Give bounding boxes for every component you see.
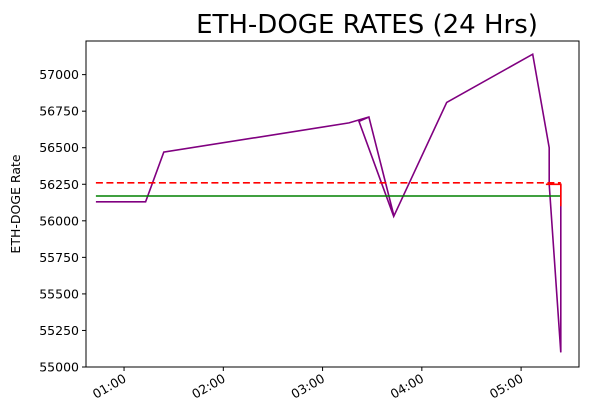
x-tick-label: 05:00: [487, 371, 526, 402]
y-tick-label: 55750: [39, 250, 79, 265]
series-line-3: [545, 183, 562, 207]
plot-frame: [85, 40, 580, 368]
chart-title: ETH-DOGE RATES (24 Hrs): [196, 10, 538, 40]
y-tick-label: 56250: [39, 177, 79, 192]
y-tick-label: 55250: [39, 323, 79, 338]
y-tick-label: 55500: [39, 286, 79, 301]
y-tick-label: 55000: [39, 360, 79, 375]
y-tick-label: 56000: [39, 213, 79, 228]
x-tick-label: 04:00: [388, 371, 427, 402]
axis-layer: 55000 55250 55500 55750 56000 56250 56500 56750…: [39, 67, 525, 401]
x-tick-label: 02:00: [189, 371, 228, 402]
y-tick-label: 56750: [39, 104, 79, 119]
x-tick-label: 03:00: [288, 371, 327, 402]
x-tick-label: 01:00: [90, 371, 129, 402]
series-layer: [95, 52, 562, 353]
y-tick-label: 57000: [39, 67, 79, 82]
series-line-0: [95, 52, 562, 353]
y-axis-label: ETH-DOGE Rate: [8, 154, 23, 253]
y-tick-label: 56500: [39, 140, 79, 155]
